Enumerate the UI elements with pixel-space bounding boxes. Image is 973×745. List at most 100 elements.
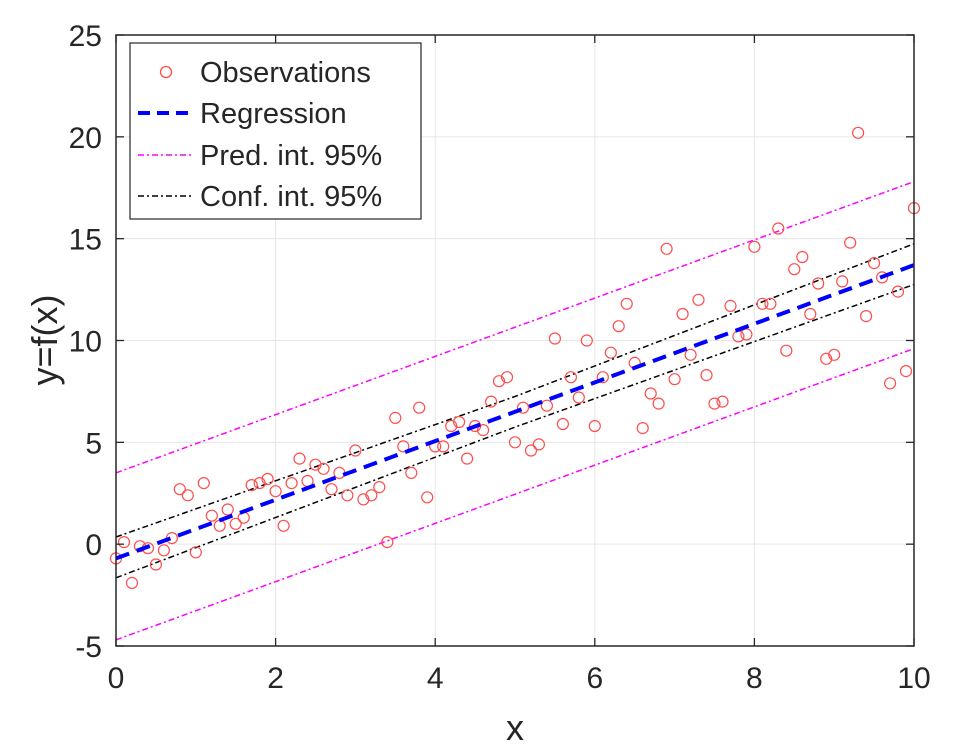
observation-point — [700, 369, 713, 382]
observation-point — [149, 558, 162, 571]
observation-point — [269, 485, 282, 498]
observation-point — [117, 535, 131, 549]
regression-line — [115, 263, 915, 561]
observation-point — [365, 489, 378, 502]
observation-point — [708, 397, 721, 410]
observation-point — [740, 328, 753, 341]
observation-point — [524, 444, 538, 457]
observation-point — [875, 271, 889, 284]
observation-point — [197, 477, 210, 490]
observation-point — [277, 519, 290, 532]
observation-point — [891, 285, 905, 298]
legend-observations-marker — [159, 65, 173, 79]
observation-point — [883, 377, 897, 390]
y-tick-label: 25 — [69, 20, 102, 53]
observation-point — [604, 346, 617, 359]
observation-point — [421, 491, 434, 504]
y-tick-label: 0 — [85, 529, 102, 562]
observation-point — [477, 424, 490, 437]
legend: Observations Regression Pred. int. 95% C… — [129, 42, 422, 220]
observation-point — [676, 307, 689, 321]
observation-point — [612, 320, 625, 333]
observation-point — [812, 277, 825, 290]
observation-point — [373, 481, 386, 494]
observation-point — [899, 365, 913, 378]
observation-point — [580, 334, 593, 347]
observation-point — [748, 240, 761, 253]
prediction-upper-line — [115, 180, 915, 474]
observation-point — [836, 275, 849, 288]
x-tick-label: 10 — [897, 662, 930, 695]
observation-point — [349, 444, 362, 457]
observation-point — [245, 479, 258, 492]
observation-point — [405, 466, 418, 479]
x-tick-label: 0 — [108, 662, 125, 695]
observation-point — [500, 371, 514, 384]
observation-point — [548, 332, 562, 345]
observation-point — [285, 477, 298, 490]
observation-point — [485, 395, 498, 408]
observation-point — [596, 371, 609, 384]
y-tick-label: -5 — [75, 631, 102, 664]
observation-point — [660, 242, 673, 255]
observation-point — [221, 503, 234, 516]
observation-point — [397, 440, 410, 453]
observation-point — [293, 452, 306, 465]
observation-point — [413, 401, 426, 414]
x-tick-label: 6 — [586, 662, 603, 695]
observation-point — [859, 310, 873, 323]
observation-point — [181, 489, 194, 502]
observation-point — [381, 535, 394, 549]
x-tick-label: 4 — [427, 662, 444, 695]
legend-observations-label: Observations — [200, 57, 371, 89]
observation-point — [780, 344, 793, 357]
y-tick-label: 15 — [69, 224, 102, 257]
prediction-interval-lines — [115, 180, 915, 641]
observation-point — [844, 236, 857, 249]
observation-point — [828, 348, 841, 361]
observation-point — [644, 387, 657, 400]
confidence-lower-line — [115, 283, 915, 579]
observation-point — [341, 489, 354, 502]
observation-point — [636, 422, 649, 435]
observation-point — [556, 417, 570, 431]
y-tick-label: 5 — [85, 427, 102, 460]
y-axis-title: y=f(x) — [24, 294, 65, 385]
observation-point — [189, 546, 202, 559]
observation-point — [588, 419, 601, 433]
x-tick-label: 8 — [746, 662, 763, 695]
observation-point — [756, 297, 769, 310]
observation-point — [437, 440, 450, 453]
observation-point — [564, 371, 578, 384]
observation-point — [724, 299, 737, 312]
regression-line-group — [115, 263, 915, 561]
observation-point — [317, 462, 330, 475]
observation-point — [261, 472, 274, 486]
observation-point — [652, 397, 665, 410]
observation-point — [461, 452, 474, 465]
x-axis-title: x — [506, 707, 524, 745]
legend-confidence-label: Conf. int. 95% — [200, 181, 382, 213]
observation-point — [692, 293, 705, 306]
observation-point — [516, 401, 530, 414]
legend-regression-label: Regression — [200, 98, 347, 130]
observation-point — [540, 399, 554, 412]
observation-point — [309, 458, 322, 471]
observation-point — [572, 391, 585, 404]
x-tick-label: 2 — [267, 662, 284, 695]
observation-point — [684, 348, 697, 361]
observation-point — [389, 411, 402, 424]
legend-prediction-label: Pred. int. 95% — [200, 140, 382, 172]
legend-box — [129, 42, 422, 220]
observation-point — [620, 297, 633, 310]
observation-point — [253, 477, 266, 490]
observation-point — [325, 483, 338, 496]
prediction-lower-line — [115, 347, 915, 641]
observation-point — [205, 509, 218, 522]
grid-lines — [115, 34, 915, 647]
observation-point — [157, 544, 170, 557]
observation-point — [453, 415, 466, 429]
observation-point — [804, 307, 817, 321]
observation-point — [125, 576, 139, 590]
